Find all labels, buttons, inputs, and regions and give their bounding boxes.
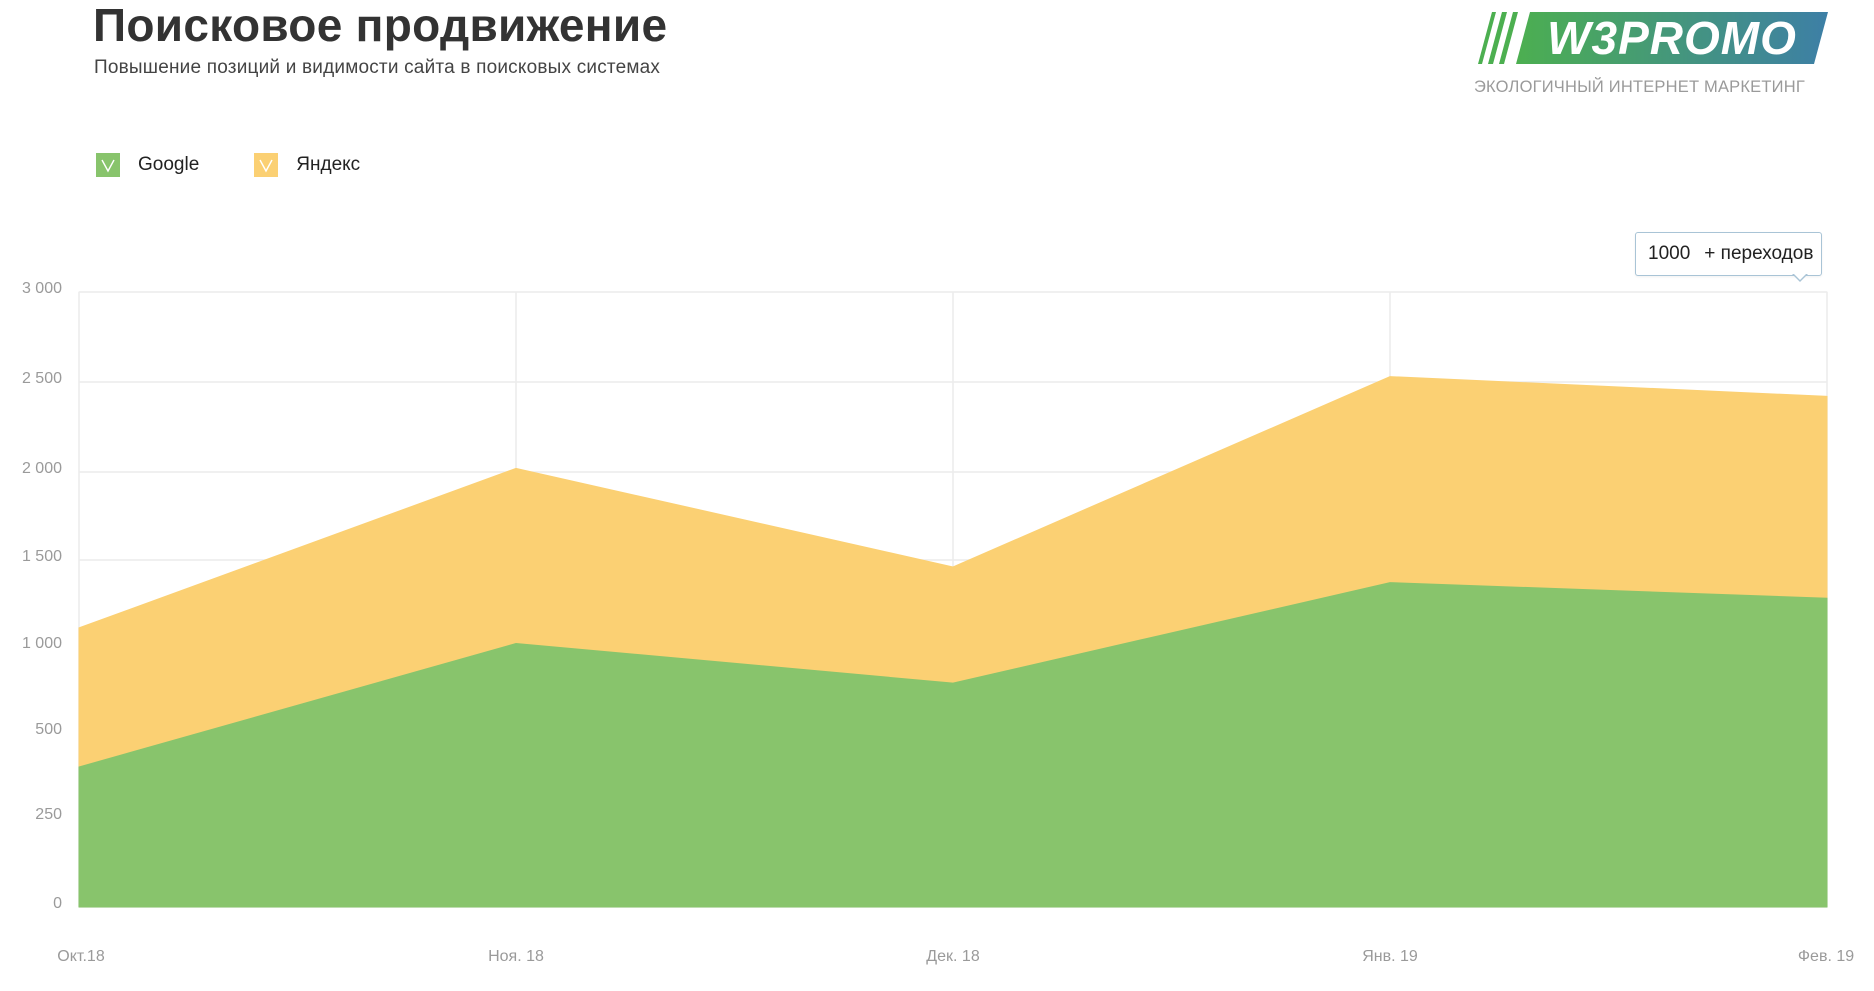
legend-label-google: Google bbox=[138, 154, 200, 175]
area-google bbox=[78, 582, 1828, 908]
chart-tooltip: 1000 + переходов bbox=[1635, 232, 1823, 276]
y-tick-label: 1 000 bbox=[21, 635, 62, 652]
logo-tagline: ЭКОЛОГИЧНЫЙ ИНТЕРНЕТ МАРКЕТИНГ bbox=[1474, 78, 1805, 96]
legend-item-yandex[interactable]: Яндекс bbox=[254, 153, 360, 177]
tooltip-value: 1000 bbox=[1648, 243, 1691, 264]
checkbox-check-icon bbox=[259, 159, 273, 173]
x-tick-label: Ноя. 18 bbox=[488, 948, 544, 965]
w3promo-logo: W3PROMO bbox=[1478, 12, 1828, 64]
y-tick-label: 0 bbox=[53, 895, 62, 912]
y-tick-label: 500 bbox=[35, 721, 62, 738]
y-tick-label: 2 000 bbox=[21, 460, 62, 477]
page-title: Поисковое продвижение bbox=[93, 0, 668, 51]
legend-label-yandex: Яндекс bbox=[296, 154, 361, 175]
x-tick-label: Фев. 19 bbox=[1797, 948, 1855, 965]
tooltip-pointer bbox=[1792, 273, 1808, 282]
google-checkbox[interactable] bbox=[96, 153, 120, 177]
chart-legend: Google Яндекс bbox=[96, 153, 415, 177]
y-tick-label: 3 000 bbox=[21, 280, 62, 297]
x-tick-label: Янв. 19 bbox=[1362, 948, 1418, 965]
y-tick-label: 250 bbox=[35, 806, 62, 823]
tooltip-text: + переходов bbox=[1704, 243, 1814, 264]
logo-stripes-icon bbox=[1478, 12, 1518, 64]
legend-item-google[interactable]: Google bbox=[96, 153, 199, 177]
page-subtitle: Повышение позиций и видимости сайта в по… bbox=[94, 57, 661, 78]
y-tick-label: 1 500 bbox=[21, 548, 62, 565]
yandex-checkbox[interactable] bbox=[254, 153, 279, 177]
x-tick-label: Окт.18 bbox=[57, 948, 105, 965]
x-tick-label: Дек. 18 bbox=[926, 948, 980, 965]
logo-text: W3PROMO bbox=[1547, 12, 1797, 64]
checkbox-check-icon bbox=[101, 159, 115, 173]
y-tick-label: 2 500 bbox=[21, 370, 62, 387]
